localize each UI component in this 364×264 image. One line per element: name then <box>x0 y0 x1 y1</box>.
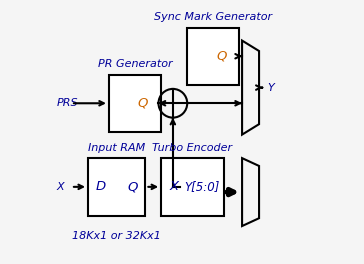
Text: Q: Q <box>216 50 226 63</box>
Bar <box>187 27 240 85</box>
Text: Y: Y <box>267 83 274 93</box>
Text: Q: Q <box>128 180 138 193</box>
Text: PR Generator: PR Generator <box>98 59 172 69</box>
Bar <box>161 158 224 216</box>
Text: PRS: PRS <box>57 98 78 108</box>
Bar <box>88 158 146 216</box>
Bar <box>109 74 161 132</box>
Text: X: X <box>169 180 178 193</box>
Text: D: D <box>95 180 106 193</box>
Text: X: X <box>57 182 64 192</box>
Text: 18Kx1 or 32Kx1: 18Kx1 or 32Kx1 <box>72 231 161 241</box>
Text: Turbo Encoder: Turbo Encoder <box>153 143 233 153</box>
Text: Q: Q <box>138 97 148 110</box>
Text: Input RAM: Input RAM <box>88 143 145 153</box>
Text: Y[5:0]: Y[5:0] <box>184 180 219 193</box>
Text: Sync Mark Generator: Sync Mark Generator <box>154 12 272 22</box>
